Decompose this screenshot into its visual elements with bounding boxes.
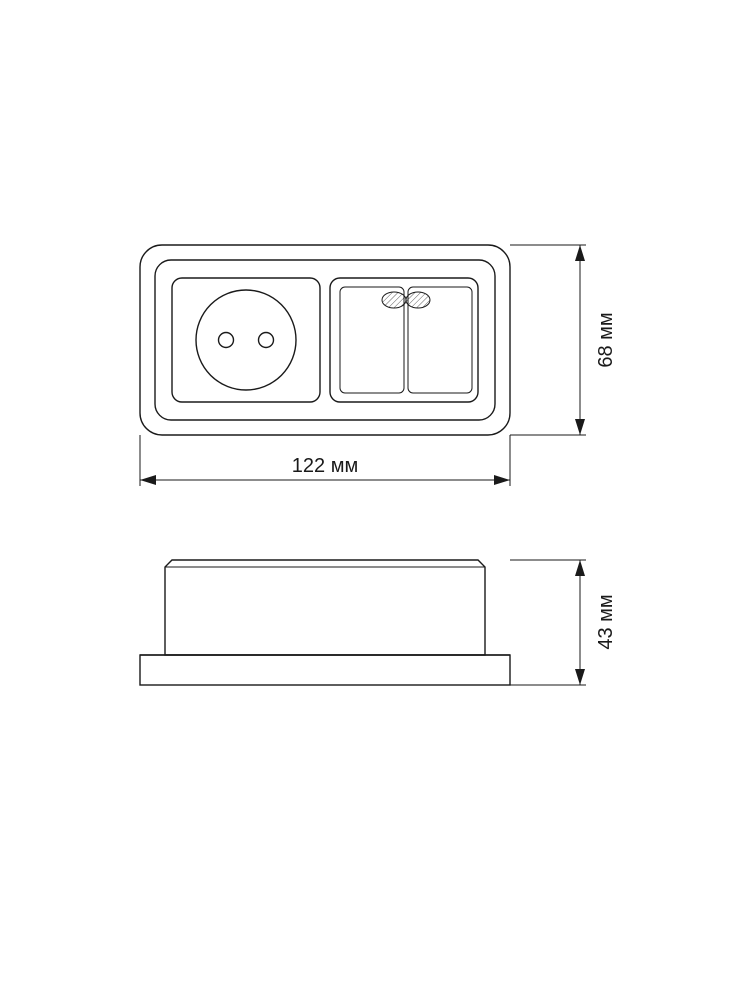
dimension-label: 43 мм [595,594,617,649]
dimension-drawing: 122 мм 68 мм 43 мм [0,0,750,1000]
dimension-label: 68 мм [595,312,617,367]
dimension-label: 122 мм [292,455,358,477]
